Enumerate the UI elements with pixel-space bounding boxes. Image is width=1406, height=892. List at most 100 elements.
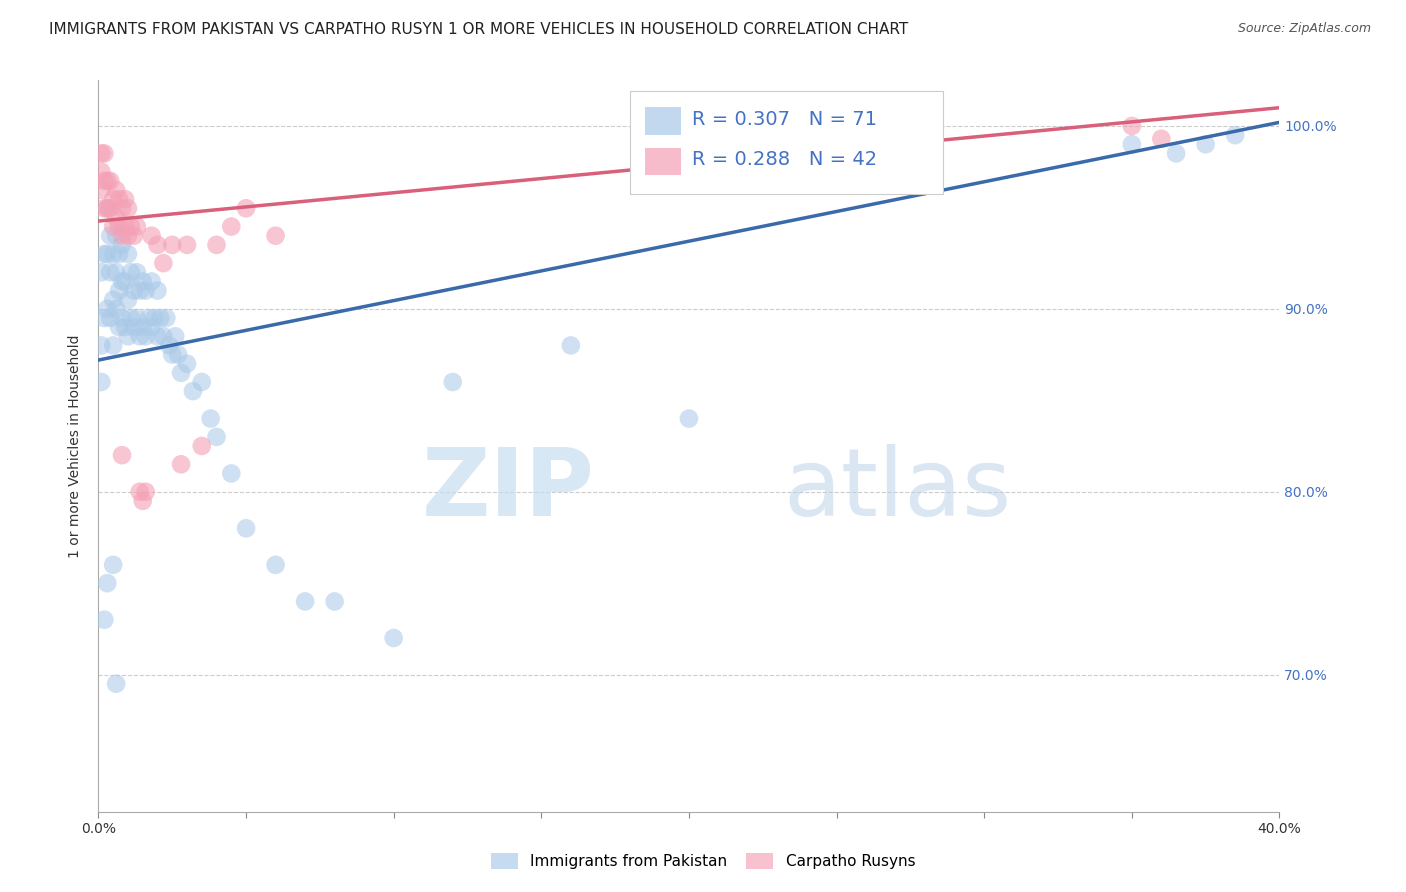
Point bbox=[117, 201, 139, 215]
Point bbox=[264, 228, 287, 243]
Point bbox=[143, 310, 166, 325]
Point bbox=[132, 493, 155, 508]
Point bbox=[105, 211, 128, 225]
Point bbox=[235, 521, 257, 535]
Point bbox=[98, 201, 121, 215]
Point bbox=[103, 293, 125, 307]
Point bbox=[162, 347, 183, 362]
Point bbox=[120, 310, 142, 325]
Point bbox=[90, 265, 112, 279]
Point bbox=[103, 219, 125, 234]
Point bbox=[146, 329, 169, 343]
Point bbox=[90, 183, 112, 197]
Point bbox=[191, 375, 214, 389]
Point bbox=[162, 237, 183, 252]
Text: atlas: atlas bbox=[783, 444, 1012, 536]
Point bbox=[1121, 137, 1143, 152]
Point bbox=[96, 201, 118, 215]
Point bbox=[122, 228, 145, 243]
Point bbox=[152, 329, 174, 343]
Point bbox=[108, 192, 131, 206]
Point bbox=[105, 183, 128, 197]
Point bbox=[132, 320, 155, 334]
Point bbox=[111, 237, 134, 252]
Point bbox=[98, 174, 121, 188]
Point bbox=[125, 219, 148, 234]
FancyBboxPatch shape bbox=[645, 107, 681, 136]
Point bbox=[111, 201, 134, 215]
Point bbox=[155, 310, 177, 325]
Point bbox=[149, 310, 172, 325]
Point bbox=[114, 192, 136, 206]
Point bbox=[108, 219, 131, 234]
Text: ZIP: ZIP bbox=[422, 444, 595, 536]
Point bbox=[235, 201, 257, 215]
Point bbox=[205, 237, 228, 252]
Point bbox=[200, 411, 222, 425]
FancyBboxPatch shape bbox=[645, 147, 681, 176]
Point bbox=[111, 310, 134, 325]
Point bbox=[165, 329, 187, 343]
Point bbox=[132, 274, 155, 288]
Point bbox=[93, 310, 115, 325]
Point bbox=[114, 274, 136, 288]
Point bbox=[90, 375, 112, 389]
Point bbox=[441, 375, 464, 389]
Point bbox=[141, 228, 163, 243]
Point bbox=[90, 338, 112, 352]
Point bbox=[117, 247, 139, 261]
Point bbox=[1225, 128, 1247, 142]
Point bbox=[117, 329, 139, 343]
Point bbox=[96, 301, 118, 316]
Point bbox=[146, 284, 169, 298]
Point bbox=[141, 274, 163, 288]
Point bbox=[98, 265, 121, 279]
Point bbox=[103, 247, 125, 261]
Point bbox=[93, 174, 115, 188]
Point bbox=[105, 301, 128, 316]
Text: IMMIGRANTS FROM PAKISTAN VS CARPATHO RUSYN 1 OR MORE VEHICLES IN HOUSEHOLD CORRE: IMMIGRANTS FROM PAKISTAN VS CARPATHO RUS… bbox=[49, 22, 908, 37]
Point bbox=[98, 228, 121, 243]
Point bbox=[560, 338, 582, 352]
Point bbox=[181, 384, 204, 399]
Point bbox=[96, 247, 118, 261]
Point bbox=[167, 347, 190, 362]
Point bbox=[152, 256, 174, 270]
Point bbox=[1150, 132, 1173, 146]
Point bbox=[1121, 119, 1143, 133]
Point bbox=[141, 320, 163, 334]
Point bbox=[120, 219, 142, 234]
Point bbox=[128, 329, 150, 343]
Point bbox=[191, 439, 214, 453]
FancyBboxPatch shape bbox=[630, 91, 943, 194]
Point bbox=[96, 201, 118, 215]
Point bbox=[108, 247, 131, 261]
Point bbox=[170, 458, 193, 472]
Point bbox=[105, 265, 128, 279]
Point bbox=[1195, 137, 1218, 152]
Point bbox=[114, 219, 136, 234]
Point bbox=[111, 274, 134, 288]
Point bbox=[93, 146, 115, 161]
Point bbox=[103, 192, 125, 206]
Point bbox=[103, 558, 125, 572]
Point bbox=[108, 320, 131, 334]
Point bbox=[122, 320, 145, 334]
Point bbox=[114, 320, 136, 334]
Point bbox=[96, 576, 118, 591]
Point bbox=[128, 484, 150, 499]
Text: Source: ZipAtlas.com: Source: ZipAtlas.com bbox=[1237, 22, 1371, 36]
Text: R = 0.307   N = 71: R = 0.307 N = 71 bbox=[693, 110, 877, 128]
Point bbox=[96, 174, 118, 188]
Point bbox=[111, 448, 134, 462]
Point bbox=[117, 293, 139, 307]
Point bbox=[146, 237, 169, 252]
Point bbox=[125, 310, 148, 325]
Point bbox=[170, 366, 193, 380]
Point bbox=[117, 228, 139, 243]
Point bbox=[120, 265, 142, 279]
Point bbox=[382, 631, 405, 645]
Point bbox=[221, 467, 243, 481]
Point bbox=[108, 284, 131, 298]
Point bbox=[205, 430, 228, 444]
